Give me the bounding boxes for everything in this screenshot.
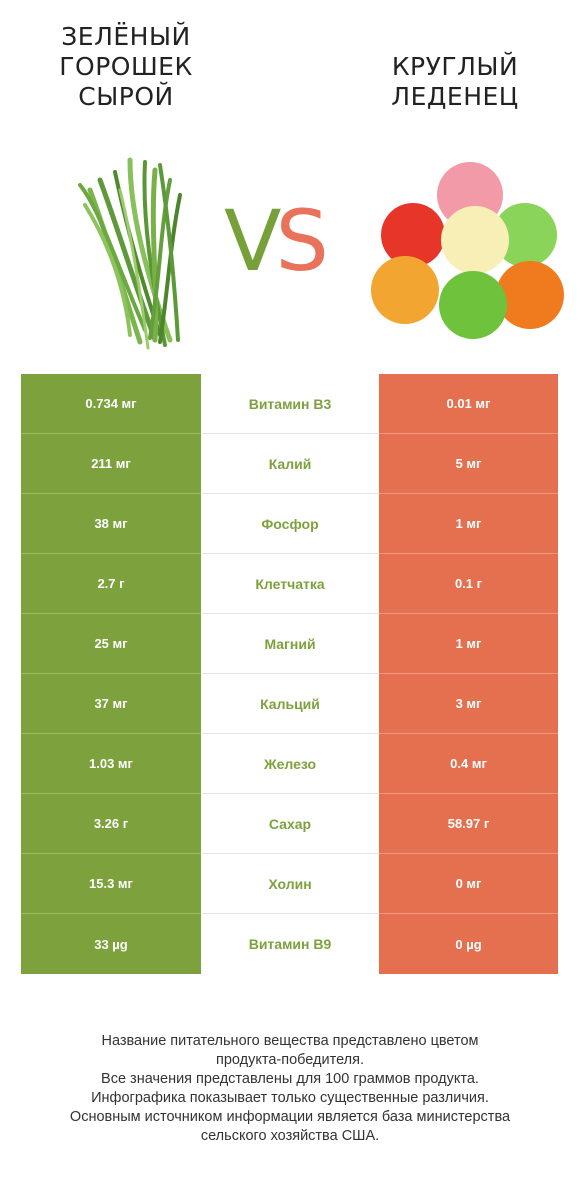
right-value: 0 µg (379, 914, 558, 974)
footer-line: Инфографика показывает только существенн… (91, 1090, 489, 1106)
vs-s-letter: S (275, 192, 328, 290)
versus-label: VS (224, 196, 329, 286)
green-beans-image (60, 150, 210, 350)
nutrient-name: Магний (201, 614, 379, 674)
right-product-title: КРУГЛЫЙ ЛЕДЕНЕЦ (391, 52, 519, 111)
left-value: 37 мг (21, 674, 201, 734)
right-value: 1 мг (379, 494, 558, 554)
left-value: 15.3 мг (21, 854, 201, 914)
nutrient-name: Железо (201, 734, 379, 794)
table-row: 25 мг Магний 1 мг (21, 614, 558, 674)
nutrient-name: Сахар (201, 794, 379, 854)
nutrient-name: Витамин B3 (201, 374, 379, 434)
footer-notes: Название питательного вещества представл… (20, 1032, 560, 1146)
footer-line: продукта-победителя. (215, 1052, 365, 1068)
table-row: 37 мг Кальций 3 мг (21, 674, 558, 734)
right-value: 0 мг (379, 854, 558, 914)
right-value: 0.01 мг (379, 374, 558, 434)
left-value: 1.03 мг (21, 734, 201, 794)
left-value: 38 мг (21, 494, 201, 554)
table-row: 1.03 мг Железо 0.4 мг (21, 734, 558, 794)
right-value: 5 мг (379, 434, 558, 494)
nutrient-name: Клетчатка (201, 554, 379, 614)
right-value: 0.1 г (379, 554, 558, 614)
nutrient-name: Холин (201, 854, 379, 914)
left-value: 0.734 мг (21, 374, 201, 434)
table-row: 0.734 мг Витамин B3 0.01 мг (21, 374, 558, 434)
right-value: 1 мг (379, 614, 558, 674)
table-row: 2.7 г Клетчатка 0.1 г (21, 554, 558, 614)
left-value: 3.26 г (21, 794, 201, 854)
table-row: 38 мг Фосфор 1 мг (21, 494, 558, 554)
footer-line: Все значения представлены для 100 граммо… (101, 1071, 479, 1087)
left-product-title: ЗЕЛЁНЫЙ ГОРОШЕК СЫРОЙ (59, 22, 193, 111)
footer-line: сельского хозяйства США. (200, 1128, 380, 1144)
nutrient-name: Кальций (201, 674, 379, 734)
footer-line: Основным источником информации является … (69, 1109, 511, 1125)
table-row: 33 µg Витамин B9 0 µg (21, 914, 558, 974)
nutrient-name: Калий (201, 434, 379, 494)
gumdrops-image (365, 150, 565, 350)
left-value: 211 мг (21, 434, 201, 494)
nutrient-name: Витамин B9 (201, 914, 379, 974)
table-row: 15.3 мг Холин 0 мг (21, 854, 558, 914)
left-value: 2.7 г (21, 554, 201, 614)
left-value: 33 µg (21, 914, 201, 974)
nutrient-name: Фосфор (201, 494, 379, 554)
comparison-table: 0.734 мг Витамин B3 0.01 мг 211 мг Калий… (21, 374, 558, 974)
left-value: 25 мг (21, 614, 201, 674)
vs-v-letter: V (224, 192, 282, 290)
footer-line: Название питательного вещества представл… (101, 1033, 479, 1049)
table-row: 3.26 г Сахар 58.97 г (21, 794, 558, 854)
right-value: 58.97 г (379, 794, 558, 854)
table-row: 211 мг Калий 5 мг (21, 434, 558, 494)
right-value: 0.4 мг (379, 734, 558, 794)
right-value: 3 мг (379, 674, 558, 734)
